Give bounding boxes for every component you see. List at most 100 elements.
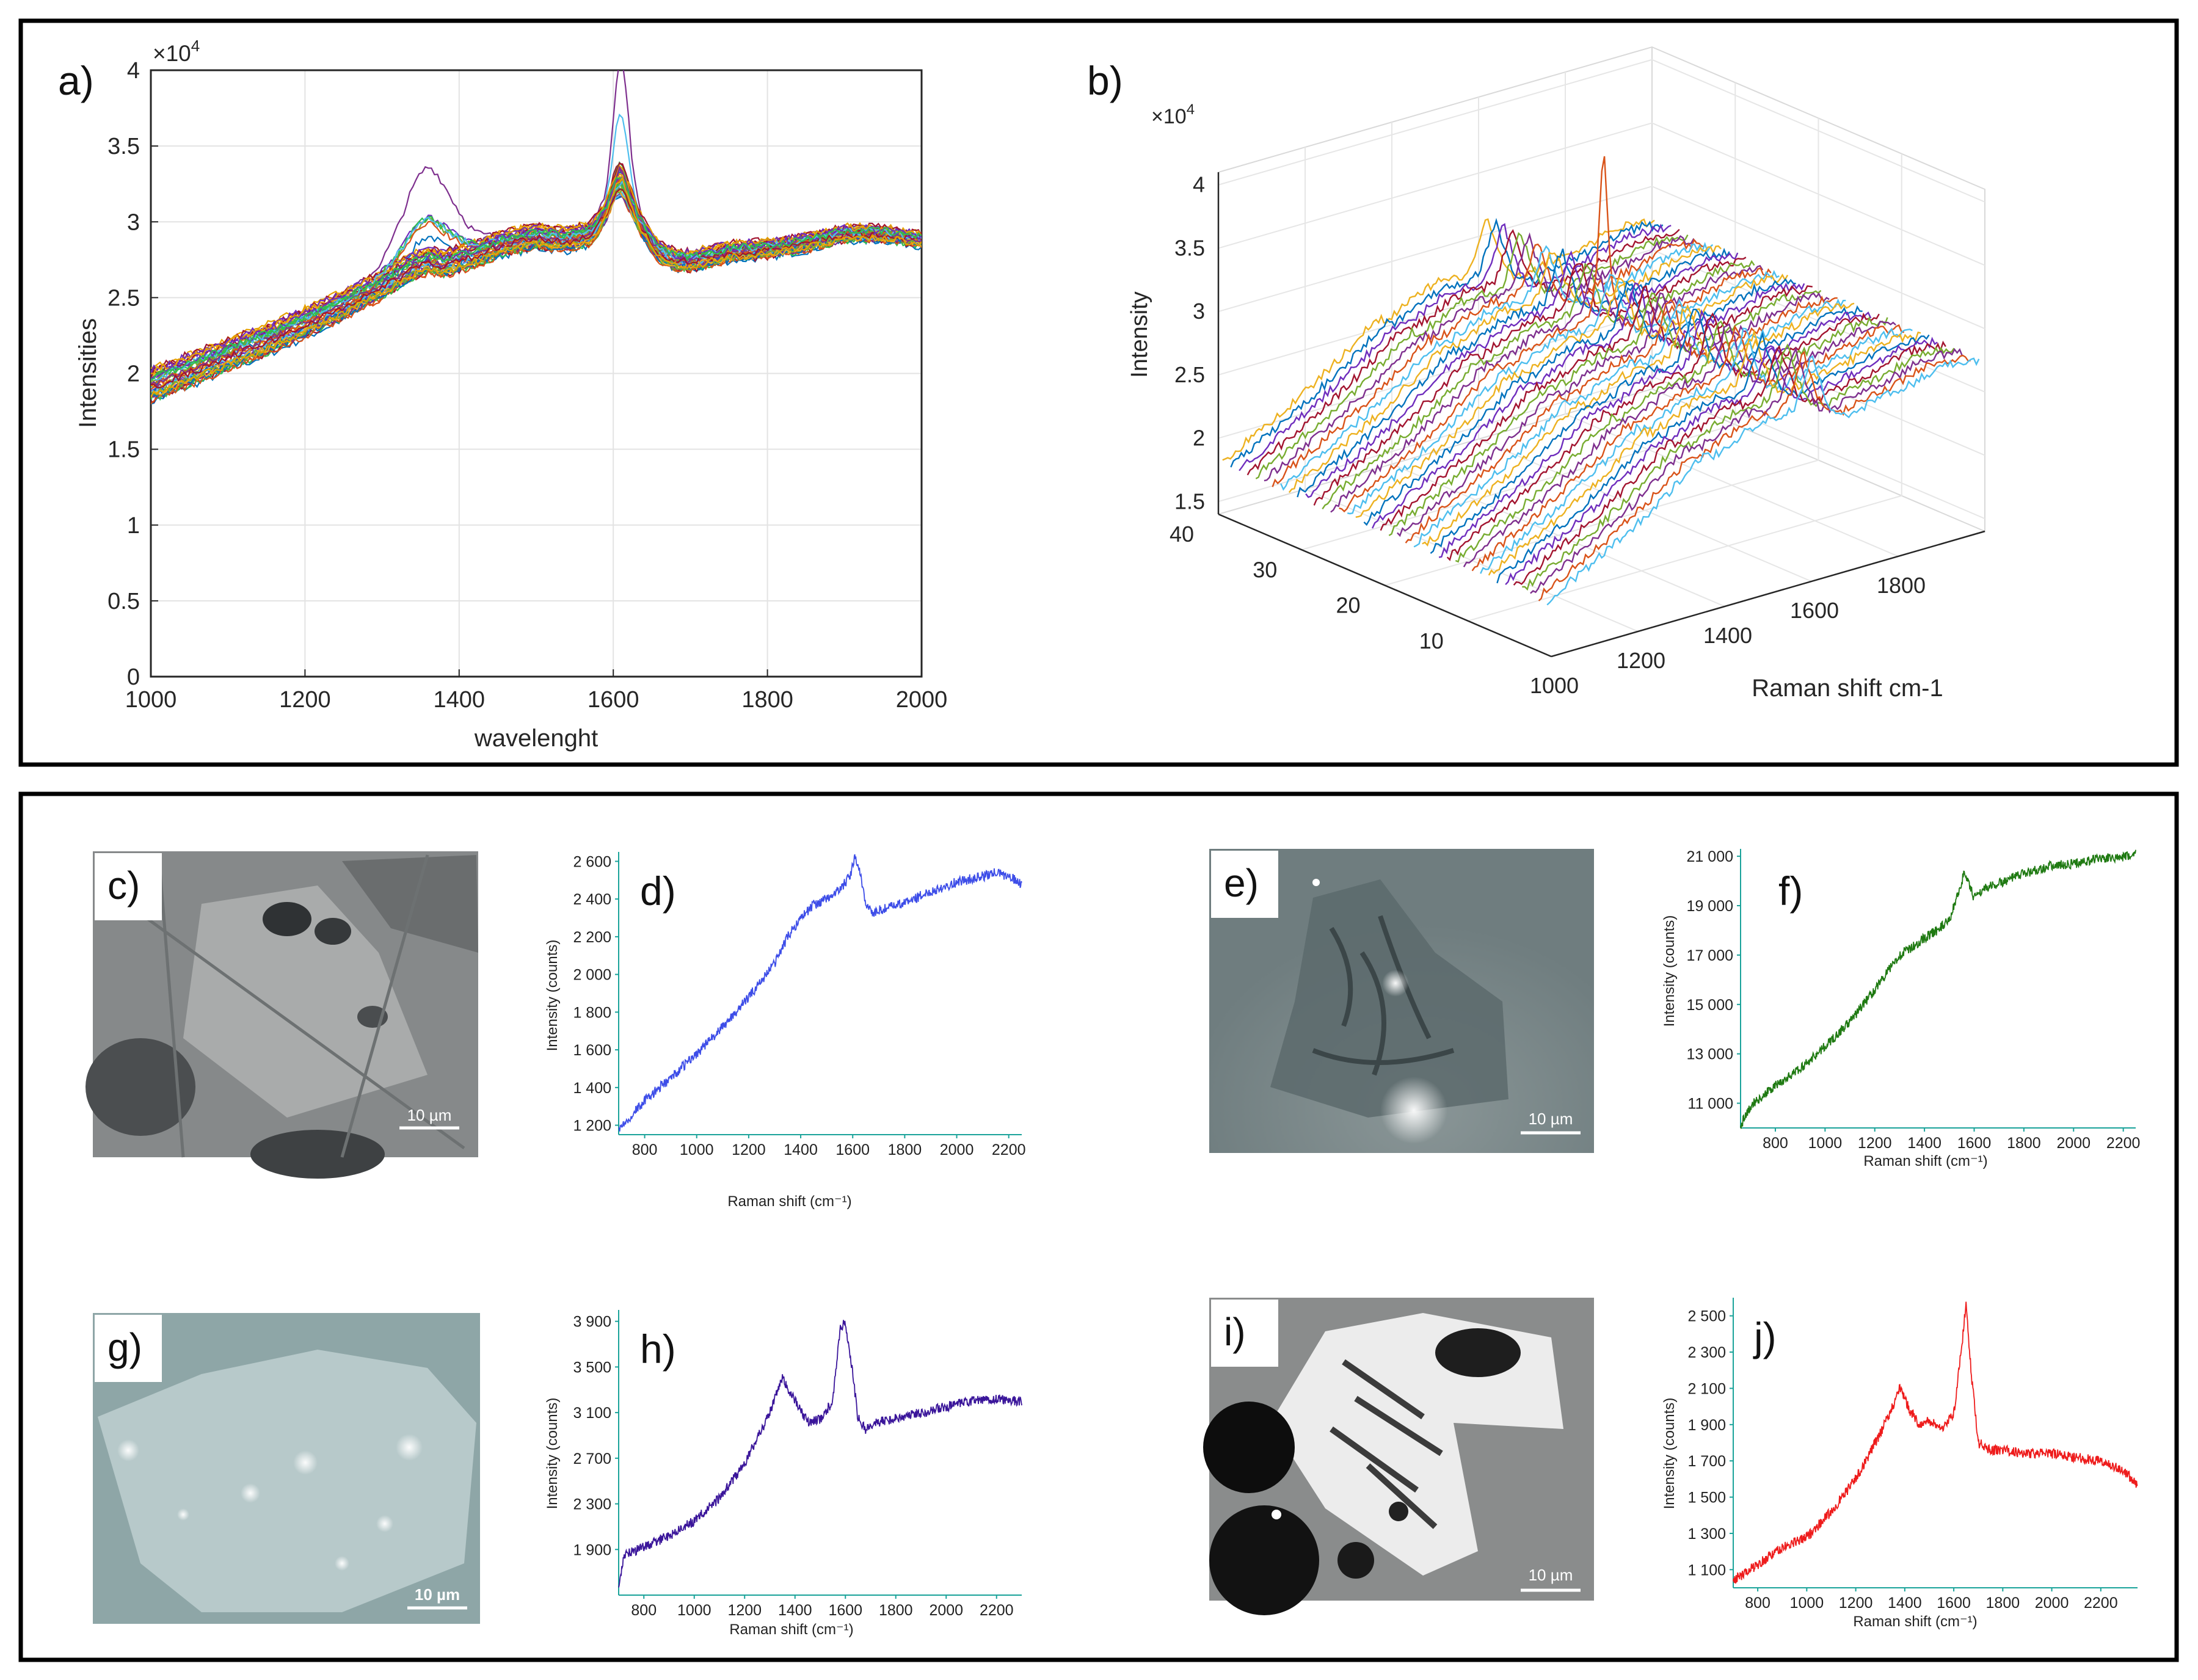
panel-b-letter: b): [1087, 58, 1123, 103]
panel-d-xtick-label: 1800: [888, 1141, 922, 1158]
panel-b-series-line: [1255, 232, 1689, 479]
panel-h-xtick-label: 2000: [929, 1602, 963, 1619]
panel-h-ytick-label: 3 900: [573, 1314, 611, 1331]
panel-b-series-line: [1546, 355, 1980, 606]
panel-f-xtick-label: 2200: [2106, 1135, 2141, 1152]
panel-b-xtick-label: 1600: [1790, 598, 1839, 623]
panel-h-xtick-label: 1600: [828, 1602, 862, 1619]
panel-b-multiplier: ×104: [1151, 101, 1195, 128]
panel-h-ytick-label: 2 300: [573, 1496, 611, 1513]
micrograph-i-letter: i): [1224, 1310, 1246, 1354]
panel-f-xtick-label: 1000: [1808, 1135, 1843, 1152]
panel-a-multiplier: ×104: [153, 37, 200, 66]
panel-b-series-line: [1422, 302, 1855, 547]
panel-j-ytick-label: 1 900: [1687, 1417, 1726, 1434]
micrograph-g-scale-label: 10 µm: [415, 1585, 460, 1604]
panel-b-ztick-label: 2.5: [1174, 362, 1205, 387]
panel-b-series-line: [1438, 309, 1872, 558]
panel-d-xtick-label: 1200: [732, 1141, 766, 1158]
panel-b-xtick-label: 1000: [1530, 673, 1579, 698]
panel-b-ylabel: Intensity: [1127, 291, 1152, 378]
panel-a-series-line: [151, 176, 922, 380]
panel-b: b) 1000 1200 1400 1600 1800 10 20 30 40 1.5 2 2.5 3 3…: [1087, 46, 1985, 702]
panel-h-xtick-label: 1200: [727, 1602, 762, 1619]
panel-b-series-line: [1230, 217, 1664, 468]
panel-b-ztick-label: 3: [1193, 299, 1205, 324]
panel-d-ytick-label: 1 600: [573, 1042, 611, 1059]
panel-j-ylabel: Intensity (counts): [1661, 1398, 1678, 1510]
panel-b-series-line: [1322, 260, 1755, 510]
panel-h-xtick-label: 1000: [677, 1602, 711, 1619]
panel-b-xgrid: [1565, 72, 1899, 557]
panel-a-series-line: [151, 176, 922, 390]
panel-d-xlabel: Raman shift (cm⁻¹): [727, 1193, 851, 1210]
micrograph-g-letter: g): [107, 1325, 142, 1369]
panel-b-series-line: [1280, 242, 1714, 491]
panel-b-series-line: [1264, 232, 1697, 482]
panel-b-zgrid: [1218, 249, 1985, 393]
panel-a-multiplier-base: ×10: [153, 41, 191, 66]
panel-b-series-line: [1496, 332, 1930, 584]
panel-j-ytick-label: 2 100: [1687, 1380, 1726, 1397]
panel-b-ticks: 1000 1200 1400 1600 1800 10 20 30 40 1.5 2 2.5 3 3.5 4: [1170, 172, 1985, 698]
panel-a-series-line: [151, 188, 922, 398]
panel-h-ytick-label: 3 500: [573, 1359, 611, 1376]
micrograph-g: g) 10 µm: [93, 1313, 480, 1624]
panel-d-ytick-label: 1 200: [573, 1118, 611, 1135]
panel-j-ytick-label: 2 500: [1687, 1308, 1726, 1325]
panel-f: f) Raman shift (cm⁻¹) Intensity (counts)…: [1661, 848, 2140, 1169]
panel-b-series-line: [1505, 336, 1938, 586]
panel-b-series-line: [1522, 343, 1955, 591]
panel-f-xlabel: Raman shift (cm⁻¹): [1863, 1153, 1987, 1169]
panel-a-series-line: [151, 176, 922, 398]
panel-b-xtick-label: 1800: [1877, 573, 1926, 598]
panel-a-series-line: [151, 184, 922, 403]
panel-a-series-line: [151, 191, 922, 388]
panel-a-ytick-label: 3.5: [107, 134, 140, 159]
panel-a-ytick-label: 1: [127, 513, 140, 539]
panel-j-spectrum: [1733, 1301, 2138, 1584]
panel-j-xtick-label: 1600: [1937, 1595, 1971, 1612]
panel-d-ytick-label: 2 400: [573, 891, 611, 908]
panel-j-xtick-label: 2200: [2084, 1595, 2118, 1612]
panel-a-xlabel: wavelenght: [474, 725, 598, 752]
panel-f-ytick-label: 15 000: [1687, 997, 1733, 1014]
panel-a-series-line: [151, 167, 922, 395]
panel-j-xtick-label: 1800: [1986, 1595, 2020, 1612]
panel-j-xlabel: Raman shift (cm⁻¹): [1853, 1613, 1977, 1630]
panel-a-ticks: 1000 1200 1400 1600 1800 2000 0 0.5 1 1.5 2 2.5 3 3.5…: [107, 58, 947, 713]
panel-b-series-line: [1471, 324, 1904, 572]
panel-f-xtick-label: 2000: [2056, 1135, 2091, 1152]
micrograph-c-letter: c): [107, 864, 140, 907]
panel-b-series-line: [1413, 298, 1846, 548]
panel-b-xtick-label: 1200: [1617, 648, 1665, 673]
panel-b-ztick-label: 1.5: [1174, 489, 1205, 514]
panel-f-spectrum: [1740, 849, 2136, 1129]
panel-b-series-line: [1288, 245, 1722, 493]
panel-b-ztick-label: 3.5: [1174, 235, 1205, 260]
panel-b-series-line: [1355, 274, 1789, 518]
panel-b-ygrid: [1385, 118, 1819, 586]
micrograph-c-scale-label: 10 µm: [407, 1106, 452, 1124]
panel-a-ytick-label: 0: [127, 664, 140, 690]
panel-b-series-line: [1455, 316, 1888, 563]
panel-a: a) 1000 1200 1400 1600 1800 2000 0 0.5 1 1.5 2 2.5 3…: [58, 37, 947, 752]
panel-b-xgrid: [1305, 147, 1639, 632]
panel-h-xtick-label: 800: [631, 1602, 657, 1619]
micrograph-i-scale-label: 10 µm: [1529, 1566, 1573, 1584]
panel-a-xtick-label: 1000: [125, 687, 177, 713]
panel-b-series-line: [1488, 329, 1921, 576]
panel-b-series-line: [1363, 278, 1796, 526]
panel-b-series-line: [1305, 250, 1739, 498]
panel-b-ytick-label: 40: [1170, 522, 1194, 547]
panel-a-xtick-label: 1600: [588, 687, 639, 713]
panel-b-series-line: [1480, 327, 1913, 574]
panel-f-ylabel: Intensity (counts): [1661, 915, 1678, 1027]
micrograph-i-letter-box: [1211, 1300, 1278, 1367]
panel-d-ytick-label: 1 800: [573, 1004, 611, 1021]
panel-b-series-line: [1297, 247, 1730, 498]
micrograph-e-letter: e): [1224, 861, 1259, 905]
panel-h-xtick-label: 1800: [879, 1602, 913, 1619]
panel-f-xtick-label: 1800: [2007, 1135, 2041, 1152]
panel-b-ytick-label: 30: [1253, 557, 1277, 582]
